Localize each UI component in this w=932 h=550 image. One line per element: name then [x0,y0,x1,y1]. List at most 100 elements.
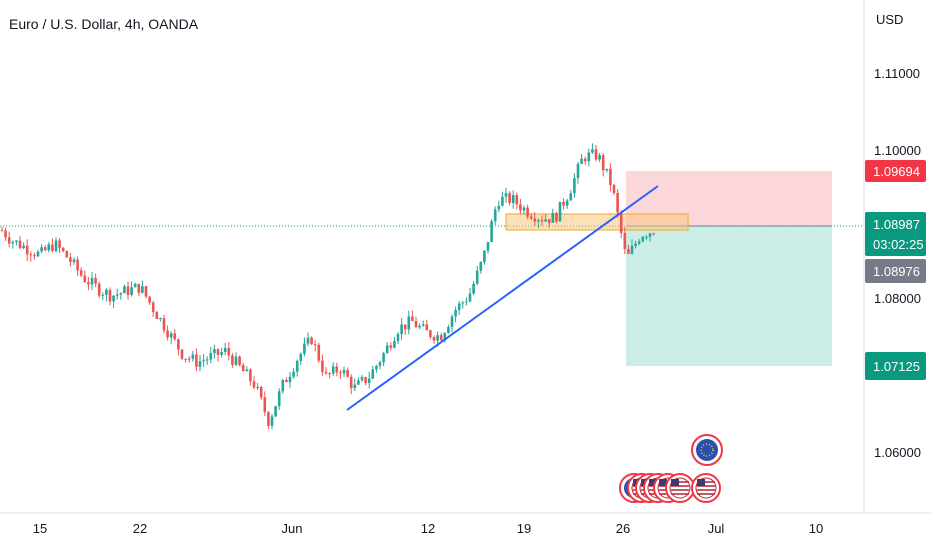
candle-body [299,353,303,361]
candle-body [259,386,263,398]
candle-body [418,325,421,328]
candle-body [123,286,126,294]
candle-body [22,245,25,249]
candle-body [191,354,195,359]
candle-body [306,337,310,344]
candle-body [497,205,501,210]
candle-body [162,318,166,331]
candle-body [501,196,504,206]
candle-body [72,259,76,263]
candle-body [61,247,65,251]
candle-body [609,168,612,186]
candle-body [281,379,285,392]
candle-body [223,348,227,353]
candle-body [587,152,591,162]
candle-body [522,207,526,211]
candle-body [43,247,47,251]
candle-body [151,302,155,313]
candle-body [468,293,472,302]
candle-body [33,255,36,257]
candle-body [429,330,432,338]
candle-body [249,369,252,382]
candle-body [11,242,15,244]
stop-price-badge [865,160,926,182]
candle-body [159,318,162,320]
candle-body [115,294,119,296]
candle-body [490,221,493,243]
candle-body [396,334,400,342]
price-tick: 1.10000 [874,143,921,158]
candle-body [216,349,220,355]
candle-body [97,283,101,296]
candle-body [519,204,522,211]
price-tick: 1.06000 [874,445,921,460]
candle-body [220,352,223,355]
candle-body [119,293,123,295]
candle-body [144,286,148,297]
candle-body [382,353,385,363]
candle-body [108,289,112,302]
candle-body [483,250,486,263]
candle-body [378,362,382,366]
candle-body [439,335,443,341]
candle-body [29,254,33,256]
candle-body [83,275,87,283]
candle-body [537,220,540,222]
candle-body [166,330,169,338]
candle-body [65,250,69,258]
candle-body [90,277,94,285]
candle-body [515,195,519,205]
price-tick: 1.11000 [874,66,920,81]
candle-body [317,344,321,361]
candle-body [263,397,267,413]
candle-body [403,324,407,330]
candle-body [342,370,346,374]
candle-body [324,371,328,374]
us-flag-icon[interactable] [691,473,721,503]
candle-body [547,219,551,223]
candle-body [371,369,375,379]
candle-body [447,326,450,334]
candle-body [565,200,569,206]
last-price-badge [865,212,926,256]
candle-body [436,335,439,341]
candle-body [155,312,159,319]
event-flag-row[interactable] [619,473,721,503]
prev-close-badge [865,259,926,283]
candle-body [357,380,360,385]
time-tick: 15 [33,521,47,536]
currency-label: USD [876,12,904,27]
candle-body [339,372,342,374]
candle-body [346,370,349,377]
take-profit-zone[interactable] [626,226,832,366]
candle-body [4,230,7,238]
candle-body [454,310,457,317]
candle-body [130,287,133,296]
candle-body [177,339,180,350]
candle-body [234,356,238,365]
us-flag-icon[interactable] [665,473,695,503]
candle-body [580,158,583,164]
trendline[interactable] [346,185,659,411]
candle-body [54,240,58,251]
candle-body [576,163,580,178]
candle-body [58,240,61,248]
candle-body [432,337,436,341]
candle-body [407,316,411,330]
candle-body [558,201,562,222]
candle-body [551,212,555,223]
candle-body [288,376,292,383]
candle-body [425,324,429,331]
candle-body [652,233,655,235]
support-zone-box[interactable] [505,213,689,231]
candle-body [421,324,425,326]
candle-body [303,343,306,354]
candle-body [79,270,83,276]
eu-event-flag-icon[interactable] [691,434,723,466]
candle-body [450,316,454,327]
candle-body [623,232,627,249]
candle-body [594,149,598,160]
candle-body [393,341,396,348]
candle-body [443,333,447,341]
